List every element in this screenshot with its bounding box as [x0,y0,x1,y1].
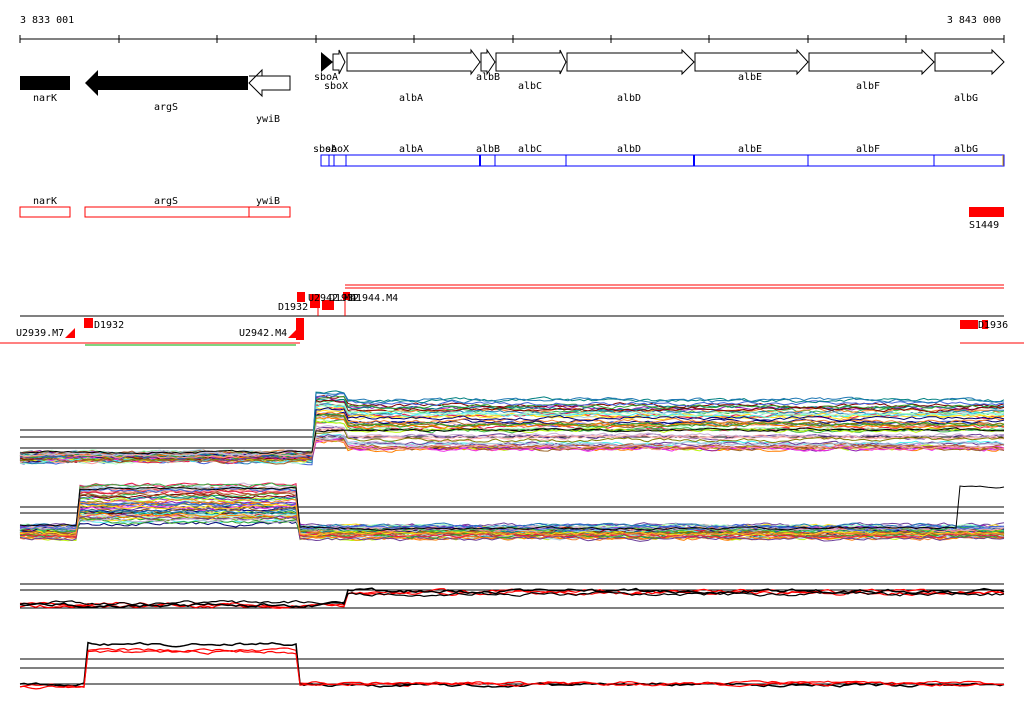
gene-label-albA: albA [399,93,423,104]
minus-label-ywiB: ywiB [256,196,280,207]
minus-strand-track: narK argS ywiB S1449 [19,196,1004,231]
segment-marker[interactable] [343,292,350,300]
coding-label-albE: albE [738,144,762,155]
segmentation-track: D1932 U2942.M4 D1932 D1944.M4 U2939.M7 D… [0,284,1024,346]
gene-label-argS: argS [154,102,178,113]
segment-marker[interactable] [296,318,304,340]
segment-marker[interactable] [982,320,988,329]
gene-label-albG: albG [954,93,978,104]
gene-albA[interactable] [346,48,481,76]
segment-marker[interactable] [65,328,75,338]
gene-albB[interactable] [480,48,496,76]
expression-profile-line [19,508,1005,530]
gene-label-albD: albD [617,93,641,104]
tiling-label-upper: U2942.M4 [308,293,356,304]
gene-label-sboA: sboA [314,72,338,83]
tiling-label-lower: U2942.M4 [239,328,287,339]
tiling-label-upper: D1932 [278,302,308,313]
segment-marker[interactable] [288,328,298,338]
ruler-end-label: 3 843 000 [947,15,1001,26]
gene-narK[interactable] [20,76,70,90]
tiling-label-upper: D1944.M4 [350,293,398,304]
segment-marker[interactable] [310,294,320,308]
coding-label-albF: albF [856,144,880,155]
tiling-label-lower: U2939.M7 [16,328,64,339]
minus-label-argS: argS [154,196,178,207]
tiling-label-lower: D1932 [94,320,124,331]
segment-S1449[interactable] [969,207,1004,217]
coding-label-albB: albB [476,144,500,155]
gene-label-narK: narK [33,93,57,104]
expression-profile-line [19,407,1005,459]
gene-sboX[interactable] [332,49,346,75]
expression-profile-line [19,641,1005,688]
triangle-arrow-icon[interactable] [321,52,333,72]
minus-feature-ywiB[interactable] [248,206,291,218]
expression-profile-line [19,435,1005,457]
segment-marker[interactable] [960,320,978,329]
coding-label-sboA: sboA [313,144,337,155]
expression-profile-line [19,649,1005,690]
gene-albC[interactable] [495,49,567,75]
segment-marker[interactable] [84,318,93,328]
coding-label-albA: albA [399,144,423,155]
ruler-start-label: 3 833 001 [20,15,74,26]
gene-albF[interactable] [808,48,935,76]
segment-marker[interactable] [297,292,305,302]
minus-feature-argS[interactable] [84,206,250,218]
coding-region-track: sboA sboX albA albB albC albD albE albF … [313,144,1005,167]
expression-profile-line [19,518,1005,539]
expression-panel-minus-summary [19,641,1005,690]
minus-feature-narK[interactable] [19,206,71,218]
expression-panel-plus-profiles [19,390,1005,466]
gene-argS[interactable] [85,70,248,96]
gene-label-albE: albE [738,72,762,83]
segment-label-S1449: S1449 [969,220,999,231]
expression-profile-line [19,589,1005,609]
expression-profile-line [19,590,1005,606]
expression-panel-minus-profiles [19,482,1005,542]
gene-label-sboX: sboX [324,81,348,92]
expression-profile-line [19,427,1005,455]
gene-albD[interactable] [566,48,695,76]
minus-label-narK: narK [33,196,57,207]
coding-label-albC: albC [518,144,542,155]
segment-marker[interactable] [322,300,334,310]
gene-annotation-track: narK argS ywiB sboA sboX albA albB albC … [20,48,1005,125]
coding-track-frame [320,154,1005,167]
expression-profile-line [19,485,1005,531]
gene-ywiB[interactable] [248,68,291,98]
gene-label-albC: albC [518,81,542,92]
expression-panel-plus-summary [19,583,1005,609]
tiling-label-upper: D1932 [329,293,359,304]
gene-albG[interactable] [934,48,1005,76]
expression-profile-line [19,487,1005,532]
gene-label-albF: albF [856,81,880,92]
expression-profile-line [19,587,1005,609]
gene-albE[interactable] [694,48,809,76]
coding-label-albG: albG [954,144,978,155]
coding-label-albD: albD [617,144,641,155]
expression-profile-line [19,498,1005,538]
gene-label-albB: albB [476,72,500,83]
gene-label-ywiB: ywiB [256,114,280,125]
ruler-ticks [19,35,1005,43]
tiling-label-lower: D1936 [978,320,1008,331]
expression-profile-line [19,437,1005,459]
expression-profile-line [19,425,1005,456]
coordinate-ruler: 3 833 001 3 843 000 [19,15,1005,43]
coding-label-sboX: sboX [325,144,349,155]
